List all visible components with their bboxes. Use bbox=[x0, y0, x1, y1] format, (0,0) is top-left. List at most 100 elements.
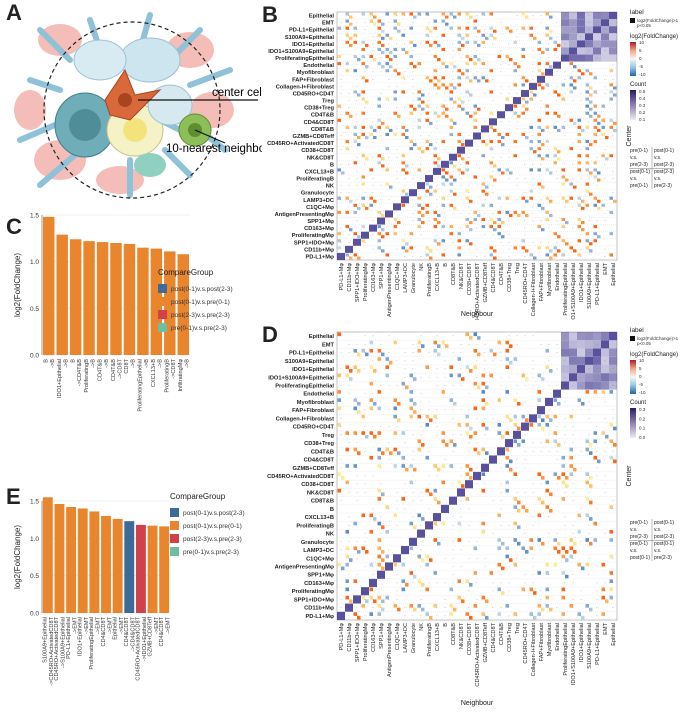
col-label: CD4T&B bbox=[499, 623, 505, 645]
heat-cell bbox=[577, 69, 585, 76]
svg-text:·: · bbox=[436, 523, 438, 529]
svg-text:·: · bbox=[380, 465, 382, 471]
svg-text:·: · bbox=[420, 155, 422, 161]
heat-cell bbox=[401, 47, 409, 55]
svg-text:·: · bbox=[372, 247, 374, 253]
svg-text:CD4&CD8T: CD4&CD8T bbox=[101, 616, 107, 646]
heat-cell bbox=[609, 390, 613, 394]
svg-text:·: · bbox=[340, 613, 342, 619]
heat-cell bbox=[513, 472, 517, 476]
heat-cell bbox=[409, 480, 413, 485]
heat-cell bbox=[473, 62, 477, 66]
heat-cell bbox=[465, 414, 469, 419]
svg-text:·: · bbox=[508, 233, 510, 239]
svg-text:·: · bbox=[580, 91, 582, 97]
heat-cell bbox=[505, 55, 513, 62]
svg-text:->B: ->B bbox=[131, 359, 137, 368]
svg-text:·: · bbox=[460, 41, 462, 47]
bar bbox=[83, 241, 95, 355]
svg-text:·: · bbox=[428, 204, 430, 210]
heat-cell bbox=[473, 175, 477, 179]
heat-cell bbox=[385, 147, 389, 151]
quadrant-label: post(2-3) bbox=[654, 534, 674, 540]
svg-text:·: · bbox=[412, 219, 414, 225]
heat-cell bbox=[505, 455, 513, 464]
svg-text:·: · bbox=[340, 91, 342, 97]
heat-cell bbox=[361, 348, 369, 357]
bar bbox=[77, 508, 88, 613]
heat-cell bbox=[417, 90, 425, 97]
svg-text:·: · bbox=[508, 247, 510, 253]
heat-cell bbox=[545, 62, 553, 69]
svg-text:·: · bbox=[380, 48, 382, 54]
svg-text:·: · bbox=[380, 523, 382, 529]
row-label: CD38+CD8T bbox=[301, 148, 334, 154]
heat-cell bbox=[553, 125, 561, 132]
col-label: Epithelial bbox=[611, 263, 617, 286]
row-label: CD4T&B bbox=[311, 113, 334, 119]
heat-cell bbox=[337, 210, 341, 214]
svg-text:·: · bbox=[436, 204, 438, 210]
svg-text:·: · bbox=[412, 84, 414, 90]
heat-cell bbox=[561, 587, 565, 592]
svg-text:·: · bbox=[348, 148, 350, 154]
heat-cell bbox=[593, 431, 597, 435]
heat-cell bbox=[377, 562, 385, 571]
svg-text:·: · bbox=[540, 589, 542, 595]
svg-text:·: · bbox=[444, 105, 446, 111]
svg-text:·: · bbox=[500, 449, 502, 455]
svg-text:·: · bbox=[476, 597, 478, 603]
heat-cell bbox=[345, 546, 349, 551]
heat-cell bbox=[441, 12, 449, 19]
heat-cell bbox=[489, 90, 493, 94]
svg-text:·: · bbox=[348, 254, 350, 260]
heat-cell bbox=[513, 69, 517, 73]
x-tick-label: CXCL13+B ->B bbox=[151, 359, 164, 387]
svg-text:·: · bbox=[556, 254, 558, 260]
svg-text:·: · bbox=[396, 432, 398, 438]
svg-text:·: · bbox=[452, 70, 454, 76]
x-tick-label: InfiltratingMφ ->B bbox=[178, 359, 191, 392]
heat-cell bbox=[473, 381, 481, 390]
svg-text:·: · bbox=[508, 148, 510, 154]
svg-text:·: · bbox=[404, 441, 406, 447]
heat-cell bbox=[401, 125, 409, 132]
svg-text:·: · bbox=[596, 91, 598, 97]
svg-text:·: · bbox=[428, 219, 430, 225]
heat-cell bbox=[425, 203, 429, 207]
svg-text:·: · bbox=[420, 342, 422, 348]
svg-text:·: · bbox=[516, 183, 518, 189]
col-label: S100A9+Epithelial bbox=[587, 263, 593, 309]
heat-cell bbox=[377, 357, 381, 361]
heat-cell bbox=[409, 373, 417, 381]
legend-tick: 0.0 bbox=[639, 435, 646, 440]
heat-cell bbox=[537, 497, 545, 505]
col-label: PD-L1+Epithelial bbox=[595, 263, 601, 305]
svg-text:·: · bbox=[460, 523, 462, 529]
heat-cell bbox=[345, 111, 353, 118]
legend-label: p<0.05 bbox=[637, 341, 651, 346]
svg-text:·: · bbox=[492, 498, 494, 504]
svg-text:·: · bbox=[588, 416, 590, 422]
svg-text:·: · bbox=[412, 70, 414, 76]
svg-text:·: · bbox=[572, 20, 574, 26]
heat-cell bbox=[425, 147, 429, 151]
svg-text:·: · bbox=[460, 408, 462, 414]
svg-text:·: · bbox=[604, 148, 606, 154]
svg-text:·: · bbox=[356, 432, 358, 438]
svg-text:·: · bbox=[492, 155, 494, 161]
svg-text:·: · bbox=[500, 605, 502, 611]
svg-text:·: · bbox=[540, 183, 542, 189]
heat-cell bbox=[561, 125, 565, 129]
heat-cell bbox=[569, 414, 573, 419]
row-label: Granulocyte bbox=[301, 191, 334, 197]
svg-text:·: · bbox=[492, 605, 494, 611]
heat-cell bbox=[369, 196, 377, 203]
heat-cell bbox=[417, 203, 425, 210]
svg-text:·: · bbox=[396, 523, 398, 529]
heat-cell bbox=[489, 12, 493, 16]
svg-text:·: · bbox=[460, 432, 462, 438]
svg-text:·: · bbox=[468, 155, 470, 161]
svg-text:·: · bbox=[580, 27, 582, 33]
svg-text:·: · bbox=[580, 126, 582, 132]
